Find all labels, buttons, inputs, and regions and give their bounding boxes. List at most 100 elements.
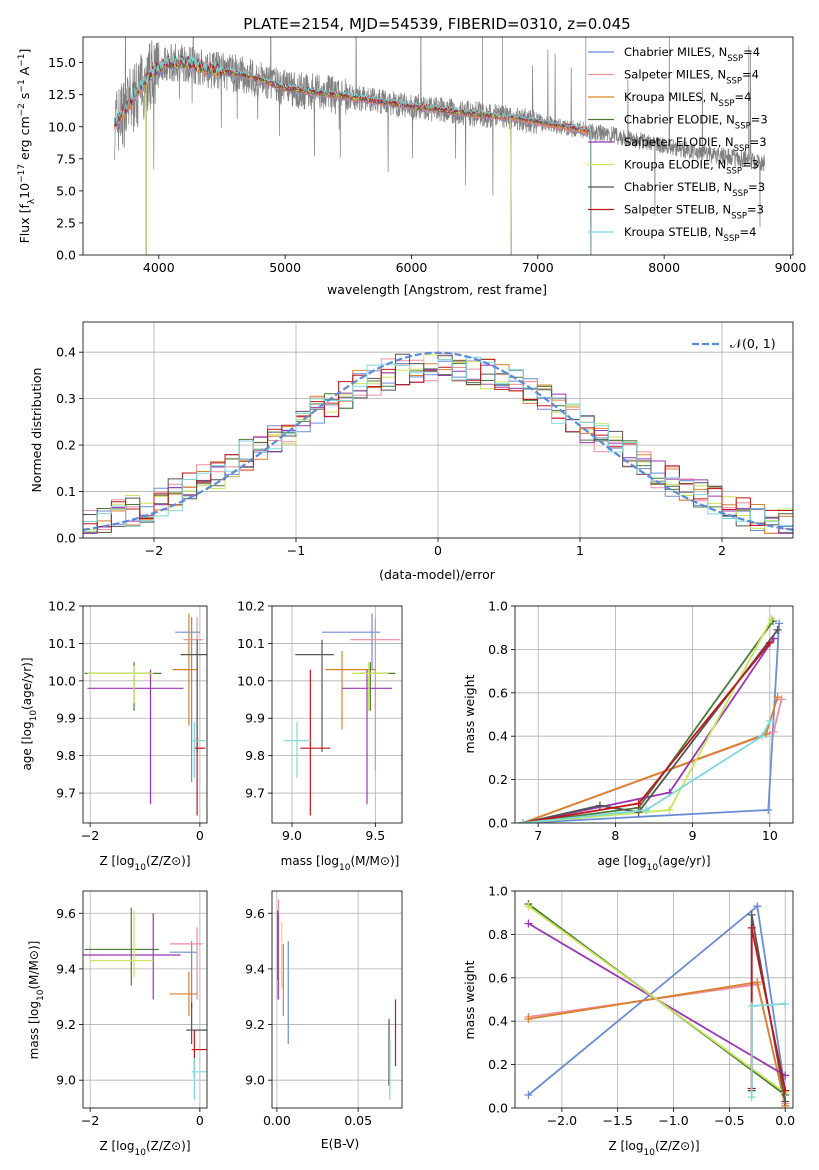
marker-chabrier_stelib [747,910,756,919]
y-tick-label: 0.3 [56,391,76,406]
y-tick-label: 10.1 [237,636,265,651]
marker-kroupa_stelib [518,819,527,823]
marker-salpeter_stelib [781,1086,790,1095]
label-text: (age/yr) [20,662,34,710]
y-tick-label: 10.2 [237,599,265,614]
label-subscript: 10 [134,1148,146,1158]
y-tick-label: 9.9 [56,711,76,726]
histogram-kroupa_stelib [83,356,793,527]
legend-text: Chabrier ELODIE, N [624,113,735,127]
legend-text: Salpeter STELIB, N [624,203,731,217]
y-tick-label: 0.4 [488,729,508,744]
y-tick-label: 9.2 [245,1017,265,1032]
y-tick-label: 10.1 [48,636,76,651]
plot-area [114,37,766,255]
y-tick-label: 0.8 [488,642,508,657]
axes: −2 −1 0 1 2 0.0 0.1 0.2 0.3 0.4 (data-model)/error… [29,321,794,582]
marker-kroupa_elodie [767,615,776,624]
label-subscript: 10 [647,863,659,873]
label-text: Z [log [99,854,134,868]
panel-weight_vs_age: 7 8 9 10 0.0 0.2 0.4 0.6 0.8 1.0 mass weight age [l… [462,599,794,873]
legend-text: =4 [742,68,759,82]
y-tick-label: 0.0 [56,531,76,546]
marker-kroupa_stelib [758,732,767,741]
y-axis-label: Flux [fλ10−17 erg cm−2 s−1 A−1] [17,49,37,244]
axes-frame [82,36,794,256]
y-tick-label: 0.2 [488,772,508,787]
y-tick-label: 10.0 [48,119,76,134]
x-axis-label: Z [log10(Z/Z⊙)] [99,854,190,873]
legend-text: Kroupa ELODIE, N [624,158,726,172]
panel-age_vs_mass: 9.0 9.5 9.7 9.8 9.9 10.0 10.1 10.2 mass [log10(M… [237,599,403,873]
axes: 7 8 9 10 0.0 0.2 0.4 0.6 0.8 1.0 mass weight age [l… [462,599,794,873]
axes-frame [82,605,208,824]
label-part: λ [27,198,37,204]
x-tick-label: 0 [434,543,442,558]
y-axis-label: mass weight [462,674,477,753]
label-text: age [log [20,721,34,770]
grid [272,891,402,1108]
label-text: (age/yr) [658,854,706,868]
x-tick-label: 9.5 [365,828,385,843]
x-tick-label: 6000 [396,260,428,275]
label-subscript: 10 [134,863,146,873]
label-text: Z [log [608,1139,643,1153]
x-axis-label: mass [log10(M/M⊙)] [281,854,400,873]
y-tick-label: 1.0 [488,884,508,899]
y-tick-label: 0.6 [488,970,508,985]
axes: 0.00 0.05 9.0 9.2 9.4 9.6 E(B-V) [245,890,403,1151]
series-kroupa_elodie [527,905,786,1094]
label-part: −17 [17,164,27,183]
marker-chabrier_miles [753,902,762,911]
axes-frame [82,890,208,1109]
x-tick-label: −1.5 [603,1113,633,1128]
x-tick-label: 7 [534,828,542,843]
legend-text: Salpeter MILES, N [624,68,726,82]
legend-text: =3 [751,113,768,127]
x-axis-label: age [log10(age/yr)] [597,854,710,873]
panel-mass_vs_Z: −2 09.09.29.49.6Z [log10(Z/Z⊙)]mass [log1… [27,890,208,1158]
legend-text: Kroupa MILES, N [624,90,719,104]
label-part: 10 [17,183,32,199]
label-subscript: 10 [643,1148,655,1158]
legend-text: Chabrier STELIB, N [624,180,732,194]
label-text: (M/M⊙) [350,854,394,868]
grid [272,605,402,823]
label-part: −1 [17,79,27,92]
y-tick-label: 0.4 [56,345,76,360]
y-tick-label: 9.6 [245,906,265,921]
label-text: mass [log [27,1001,41,1059]
label-part: A [17,66,32,79]
panel-weight_vs_Z: −2.0 −1.5 −1.0 −0.5 0.0 0.0 0.2 0.4 0.6 0.8 1.0 mas… [462,884,795,1159]
axes: −2 09.09.29.49.6Z [log10(Z/Z⊙)]mass [log1… [27,890,208,1158]
series-kroupa_miles [522,696,779,823]
y-tick-label: 9.2 [56,1017,76,1032]
x-tick-label: 8000 [648,260,680,275]
axes: −2.0 −1.5 −1.0 −0.5 0.0 0.0 0.2 0.4 0.6 0.8 1.0 mas… [462,884,795,1159]
series-salpeter_miles [522,699,783,823]
legend-text: =3 [748,180,765,194]
y-tick-label: 9.4 [245,961,265,976]
chart-title: PLATE=2154, MJD=54539, FIBERID=0310, z=0… [243,15,630,33]
legend-text: Kroupa STELIB, N [624,225,724,239]
marker-salpeter_stelib [765,638,774,647]
label-text: (Z/Z⊙) [146,854,186,868]
y-axis-label: Normed distribution [29,368,44,493]
marker-kroupa_miles [773,693,782,702]
marker-kroupa_elodie [665,805,674,814]
y-tick-label: 12.5 [48,87,76,102]
marker-salpeter_stelib [747,923,756,932]
marker-chabrier_stelib [781,1097,790,1106]
plot-area [83,907,207,1100]
legend-label: Kroupa MILES, NSSP=4 [624,90,751,109]
x-tick-label: −2 [81,1113,99,1128]
y-tick-label: 15.0 [48,55,76,70]
series-chabrier_miles [522,623,780,823]
x-tick-label: 1 [576,543,584,558]
label-subscript: 10 [29,710,39,722]
legend-subscript: SSP [719,99,735,109]
legend-subscript: SSP [724,234,740,244]
x-tick-label: −0.5 [714,1113,744,1128]
y-tick-label: 9.4 [56,961,76,976]
legend-text: =4 [734,90,751,104]
